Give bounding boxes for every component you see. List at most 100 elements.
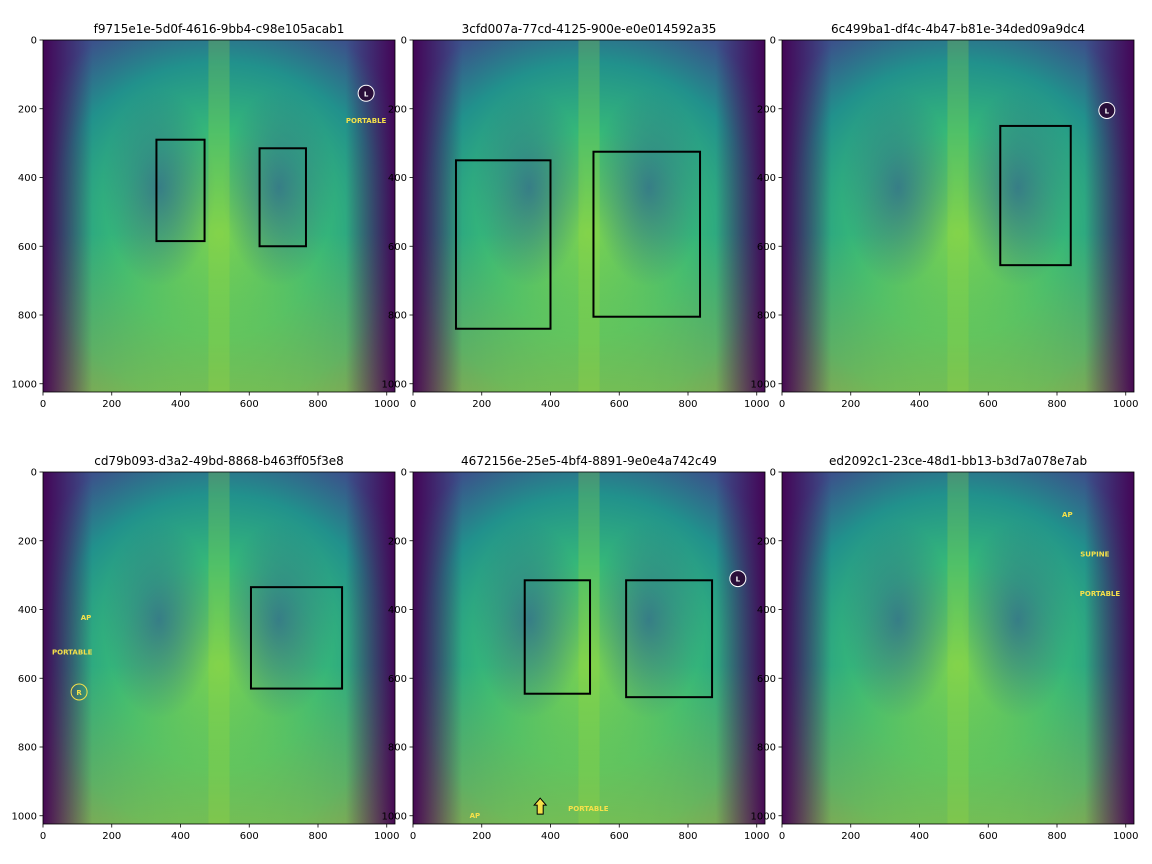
marker-circle-icon (357, 84, 375, 102)
panel-title: ed2092c1-23ce-48d1-bb13-b3d7a078e7ab (829, 454, 1087, 468)
x-tick-label: 1000 (374, 399, 399, 410)
marker-label: L (736, 576, 741, 584)
x-tick-label: 800 (308, 399, 327, 410)
y-tick-label: 0 (770, 468, 776, 479)
x-tick-label: 800 (678, 399, 697, 410)
marker-label: AP (81, 614, 92, 622)
panel-6: ed2092c1-23ce-48d1-bb13-b3d7a078e7ab AP SU… (751, 454, 1139, 842)
y-tick-label: 400 (757, 605, 776, 616)
y-tick-label: 0 (31, 36, 37, 47)
marker-label: PORTABLE (1080, 590, 1121, 598)
panel-2: 3cfd007a-77cd-4125-900e-e0e014592a35 0 200… (382, 22, 770, 410)
y-tick-label: 600 (757, 242, 776, 253)
x-tick-label: 1000 (744, 831, 769, 842)
x-tick-label: 1000 (1113, 831, 1138, 842)
bounding-box (523, 579, 592, 695)
marker-label: PORTABLE (568, 805, 609, 813)
xray-image (413, 40, 765, 392)
panel-title: 4672156e-25e5-4bf4-8891-9e0e4a742c49 (461, 454, 717, 468)
y-tick-label: 400 (388, 605, 407, 616)
y-tick-label: 200 (388, 536, 407, 547)
y-tick-label: 800 (388, 743, 407, 754)
y-tick-label: 800 (18, 311, 37, 322)
y-tick-label: 800 (757, 311, 776, 322)
panel-title: 3cfd007a-77cd-4125-900e-e0e014592a35 (462, 22, 717, 36)
marker-label: SUPINE (1080, 551, 1109, 559)
y-tick-label: 1000 (382, 811, 407, 822)
x-tick-label: 400 (910, 399, 929, 410)
y-tick-label: 1000 (751, 811, 776, 822)
y-tick-label: 200 (18, 104, 37, 115)
axes-frame (412, 39, 766, 393)
xray-image (782, 40, 1134, 392)
marker-label: AP (470, 812, 481, 820)
x-tick-label: 0 (410, 399, 416, 410)
bounding-box (454, 159, 552, 330)
y-tick-label: 600 (18, 242, 37, 253)
y-tick-label: 800 (18, 743, 37, 754)
y-tick-label: 200 (757, 104, 776, 115)
y-tick-label: 0 (401, 36, 407, 47)
x-tick-label: 400 (171, 399, 190, 410)
y-tick-label: 600 (388, 242, 407, 253)
y-tick-label: 200 (18, 536, 37, 547)
bounding-box (258, 147, 307, 248)
panel-3: 6c499ba1-df4c-4b47-b81e-34ded09a9dc4 L 0 20… (751, 22, 1139, 410)
x-tick-label: 0 (779, 399, 785, 410)
x-tick-label: 600 (240, 399, 259, 410)
x-tick-label: 0 (779, 831, 785, 842)
x-tick-label: 1000 (374, 831, 399, 842)
x-tick-label: 600 (240, 831, 259, 842)
x-tick-label: 200 (472, 399, 491, 410)
y-tick-label: 1000 (751, 379, 776, 390)
x-tick-label: 1000 (1113, 399, 1138, 410)
x-tick-label: 200 (102, 399, 121, 410)
x-tick-label: 200 (841, 831, 860, 842)
y-tick-label: 1000 (12, 811, 37, 822)
axes-frame (781, 471, 1135, 825)
bounding-box (155, 138, 206, 243)
x-tick-label: 800 (1047, 399, 1066, 410)
marker-label: AP (1062, 511, 1073, 519)
x-tick-label: 600 (979, 399, 998, 410)
y-tick-label: 400 (388, 173, 407, 184)
marker-circle-icon (70, 683, 88, 701)
y-tick-label: 400 (18, 173, 37, 184)
y-tick-label: 0 (401, 468, 407, 479)
x-tick-label: 600 (610, 831, 629, 842)
y-tick-label: 600 (388, 674, 407, 685)
panel-5: 4672156e-25e5-4bf4-8891-9e0e4a742c49 L AP P… (382, 454, 770, 842)
bounding-box (999, 124, 1072, 267)
bounding-box (249, 586, 344, 690)
panel-title: f9715e1e-5d0f-4616-9bb4-c98e105acab1 (94, 22, 345, 36)
axes-frame (412, 471, 766, 825)
x-tick-label: 0 (410, 831, 416, 842)
marker-label: PORTABLE (52, 648, 93, 656)
axes-frame (42, 471, 396, 825)
arrow-icon (533, 797, 548, 815)
panel-title: 6c499ba1-df4c-4b47-b81e-34ded09a9dc4 (831, 22, 1085, 36)
x-tick-label: 0 (40, 831, 46, 842)
x-tick-label: 0 (40, 399, 46, 410)
y-tick-label: 1000 (12, 379, 37, 390)
axes-frame (42, 39, 396, 393)
x-tick-label: 200 (102, 831, 121, 842)
x-tick-label: 400 (541, 831, 560, 842)
x-tick-label: 600 (979, 831, 998, 842)
marker-label: L (1105, 107, 1110, 115)
x-tick-label: 400 (910, 831, 929, 842)
axes-frame (781, 39, 1135, 393)
y-tick-label: 600 (757, 674, 776, 685)
panel-4: cd79b093-d3a2-49bd-8868-b463ff05f3e8 AP PO… (12, 454, 400, 842)
x-tick-label: 800 (308, 831, 327, 842)
bounding-box (592, 150, 702, 318)
y-tick-label: 800 (388, 311, 407, 322)
x-tick-label: 200 (841, 399, 860, 410)
x-tick-label: 1000 (744, 399, 769, 410)
marker-label: PORTABLE (346, 117, 387, 125)
marker-label: R (76, 689, 82, 697)
xray-image (43, 40, 395, 392)
x-tick-label: 400 (171, 831, 190, 842)
y-tick-label: 400 (18, 605, 37, 616)
